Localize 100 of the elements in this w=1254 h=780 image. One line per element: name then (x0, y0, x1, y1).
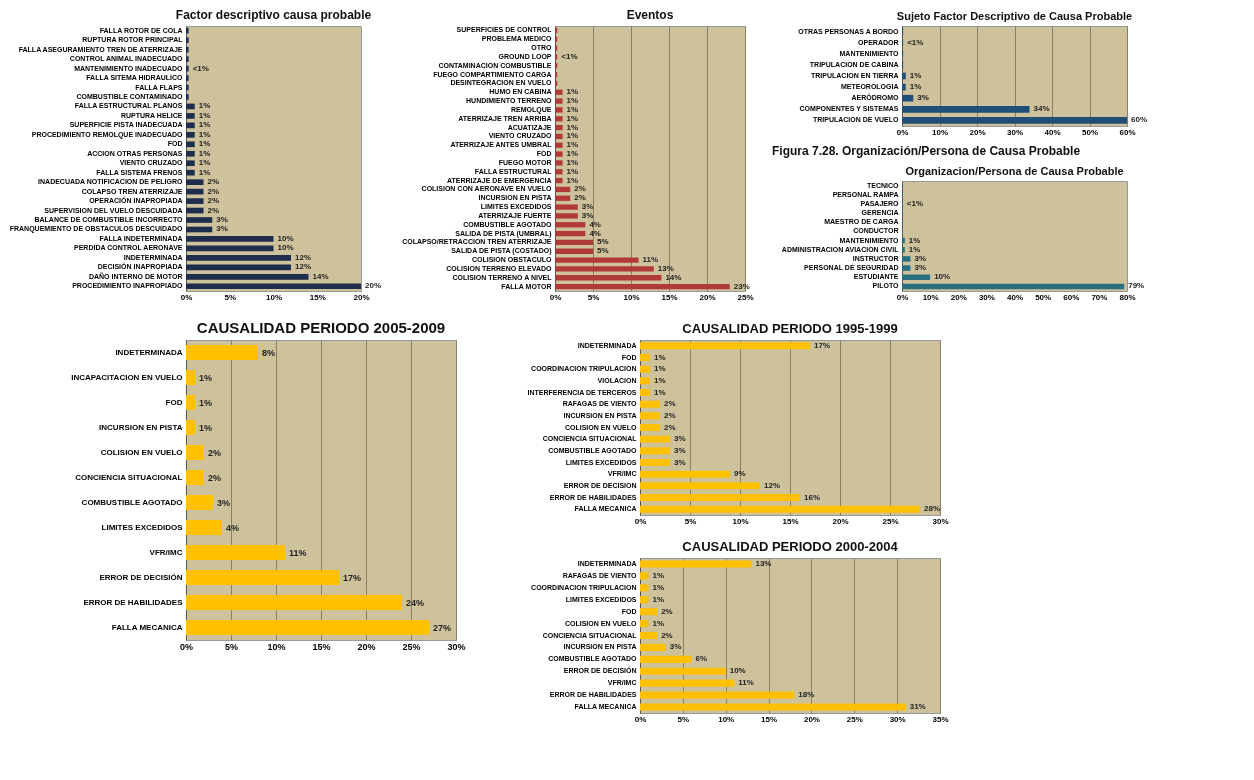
bar (186, 150, 195, 157)
x-tick-label: 40% (1006, 292, 1024, 302)
data-label: 4% (589, 219, 601, 229)
bar (555, 213, 578, 219)
bar (555, 230, 586, 237)
data-label: 3% (917, 93, 929, 103)
x-tick-label: 5% (587, 292, 600, 302)
x-tick-label: 80% (1119, 292, 1136, 302)
y-tick-label: INDETERMINADA (115, 347, 183, 357)
bar (640, 679, 735, 687)
bar (555, 116, 563, 122)
data-label: 1% (198, 110, 211, 120)
data-label: 1% (198, 167, 211, 177)
data-label: 1% (908, 244, 921, 254)
data-label: 6% (695, 654, 707, 664)
data-label: 1% (198, 139, 211, 149)
bar (555, 107, 563, 113)
bar (555, 89, 563, 95)
bar (902, 117, 1127, 124)
data-label: 1% (654, 375, 666, 385)
bar (186, 103, 195, 110)
data-label: 1% (654, 364, 666, 374)
y-tick-label: COMBUSTIBLE AGOTADO (81, 497, 183, 507)
bar (186, 595, 402, 610)
x-tick-label: 15% (309, 292, 326, 302)
bar (640, 505, 920, 513)
data-label: 1% (566, 104, 579, 114)
x-tick-label: 25% (846, 714, 863, 724)
y-tick-label: COLISION EN VUELO (100, 447, 183, 457)
bar (640, 584, 649, 592)
bar (186, 37, 189, 44)
data-label: 11% (289, 547, 307, 558)
x-tick-label: 0% (634, 516, 647, 526)
x-tick-label: 0% (180, 292, 193, 302)
bar (640, 389, 650, 396)
data-label: 24% (406, 597, 425, 608)
chart-title: CAUSALIDAD PERIODO 2005-2009 (196, 319, 446, 336)
data-label: 18% (798, 690, 815, 700)
bar (640, 435, 670, 443)
data-label: 1% (652, 570, 665, 580)
data-label: 5% (597, 237, 609, 247)
data-label: <1% (192, 63, 209, 73)
data-label: 12% (764, 480, 781, 490)
bar (640, 470, 730, 478)
bar (640, 596, 649, 604)
bar (555, 133, 563, 140)
x-tick-label: 10% (732, 516, 749, 526)
data-label: 2% (574, 193, 586, 203)
x-tick-label: 10% (265, 292, 283, 302)
x-tick-label: 10% (922, 292, 939, 302)
bar (640, 447, 670, 455)
bar (640, 667, 726, 675)
x-tick-label: 30% (889, 714, 906, 724)
data-label: 3% (914, 263, 926, 273)
data-label: 2% (207, 177, 220, 187)
data-label: 1% (652, 594, 665, 604)
bar (555, 54, 558, 60)
x-tick-label: 5% (224, 641, 239, 652)
data-label: 1% (198, 129, 211, 139)
data-label: 3% (669, 642, 682, 652)
bar (555, 248, 593, 254)
x-tick-label: 40% (1044, 127, 1061, 137)
x-tick-label: 20% (353, 292, 370, 302)
data-label: 10% (729, 666, 746, 676)
bar (186, 160, 195, 167)
data-label: 1% (654, 352, 666, 362)
bar (640, 494, 800, 501)
data-label: 1% (198, 148, 211, 158)
data-label: 1% (909, 71, 922, 80)
data-label: 1% (652, 582, 665, 592)
bar (555, 151, 563, 157)
data-label: 1% (199, 372, 213, 383)
bar (186, 27, 189, 34)
bar (186, 56, 189, 62)
data-label: 12% (295, 252, 312, 262)
bar (640, 377, 650, 385)
bar (902, 247, 905, 253)
x-tick-label: 10% (718, 714, 735, 724)
bar (186, 255, 291, 261)
data-label: 11% (642, 255, 659, 265)
bar (186, 113, 195, 119)
bar (640, 643, 666, 651)
data-label: <1% (561, 51, 578, 61)
data-label: 1% (566, 122, 579, 132)
bar (902, 283, 1125, 290)
data-label: <1% (906, 198, 924, 208)
x-tick-label: 25% (882, 516, 899, 526)
bar (186, 470, 204, 485)
data-label: 2% (664, 422, 676, 432)
bar (186, 179, 204, 185)
data-label: 9% (734, 469, 746, 479)
data-label: 13% (657, 263, 674, 273)
bar (640, 482, 760, 490)
data-label: 31% (909, 702, 926, 712)
data-label: 4% (226, 522, 240, 533)
x-tick-label: 25% (402, 641, 421, 652)
data-label: 3% (581, 210, 594, 220)
bar (902, 106, 1030, 113)
x-tick-label: 0% (179, 641, 194, 652)
bar (555, 239, 593, 246)
